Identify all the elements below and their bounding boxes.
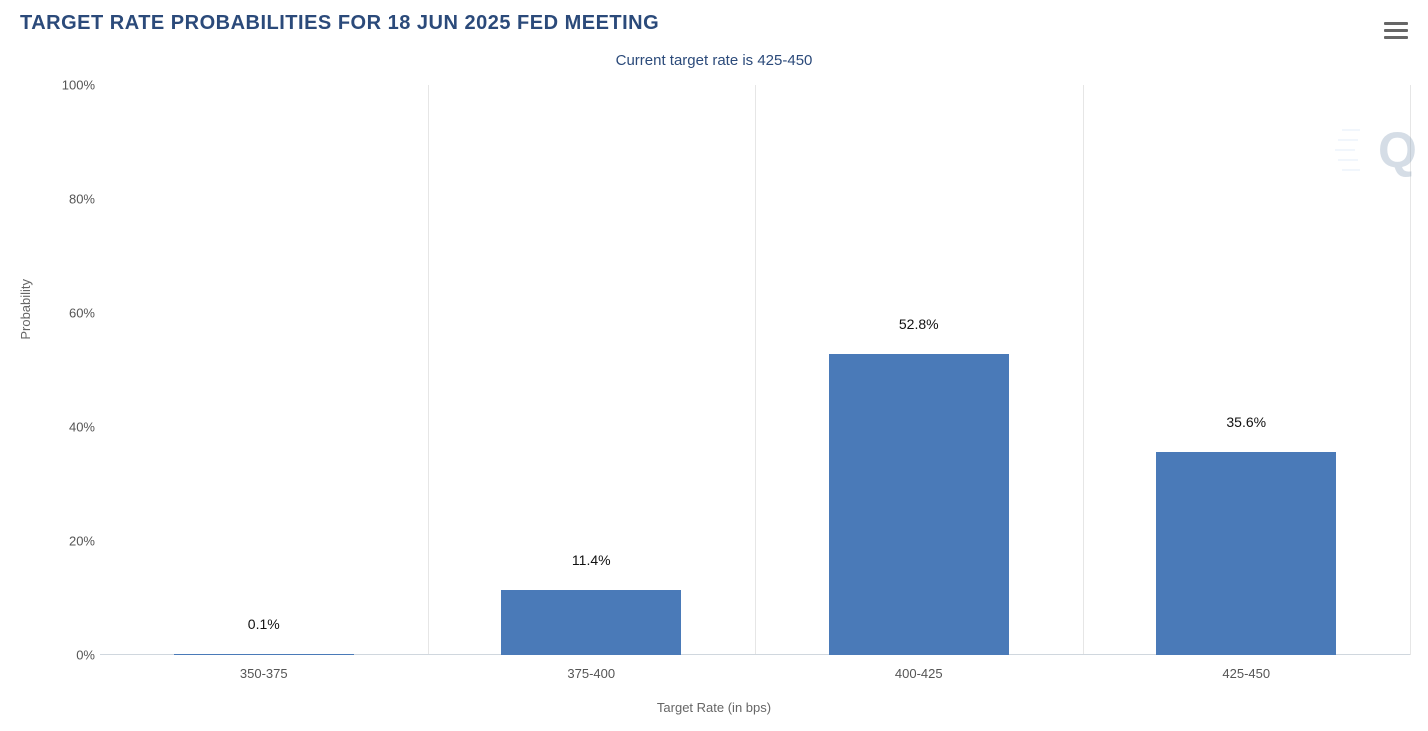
bar[interactable] xyxy=(829,354,1009,655)
bar-value-label: 0.1% xyxy=(248,616,280,632)
gridline xyxy=(755,85,756,655)
plot-area: 0.1% 11.4% 52.8% 35.6% xyxy=(100,85,1410,655)
x-tick-label: 400-425 xyxy=(895,666,943,681)
bar-value-label: 52.8% xyxy=(899,316,939,332)
bar[interactable] xyxy=(174,654,354,655)
bar-value-label: 11.4% xyxy=(572,552,611,568)
x-axis-tick-labels: 350-375 375-400 400-425 425-450 xyxy=(100,660,1410,690)
gridline xyxy=(1410,85,1411,655)
gridline xyxy=(1083,85,1084,655)
bar[interactable] xyxy=(501,590,681,655)
chart-subtitle: Current target rate is 425-450 xyxy=(0,52,1428,69)
y-tick-label: 20% xyxy=(69,534,95,549)
bar[interactable] xyxy=(1156,452,1336,655)
chart-title: TARGET RATE PROBABILITIES FOR 18 JUN 202… xyxy=(20,12,659,35)
y-tick-label: 0% xyxy=(76,648,95,663)
x-tick-label: 350-375 xyxy=(240,666,288,681)
y-tick-label: 40% xyxy=(69,420,95,435)
y-tick-label: 100% xyxy=(62,78,95,93)
x-tick-label: 375-400 xyxy=(567,666,615,681)
x-tick-label: 425-450 xyxy=(1222,666,1270,681)
chart-menu-button[interactable] xyxy=(1384,18,1408,43)
x-axis-title: Target Rate (in bps) xyxy=(0,700,1428,715)
y-axis-tick-labels: 0%20%40%60%80%100% xyxy=(0,85,95,655)
y-tick-label: 80% xyxy=(69,192,95,207)
y-tick-label: 60% xyxy=(69,306,95,321)
gridline xyxy=(428,85,429,655)
bar-value-label: 35.6% xyxy=(1226,414,1266,430)
